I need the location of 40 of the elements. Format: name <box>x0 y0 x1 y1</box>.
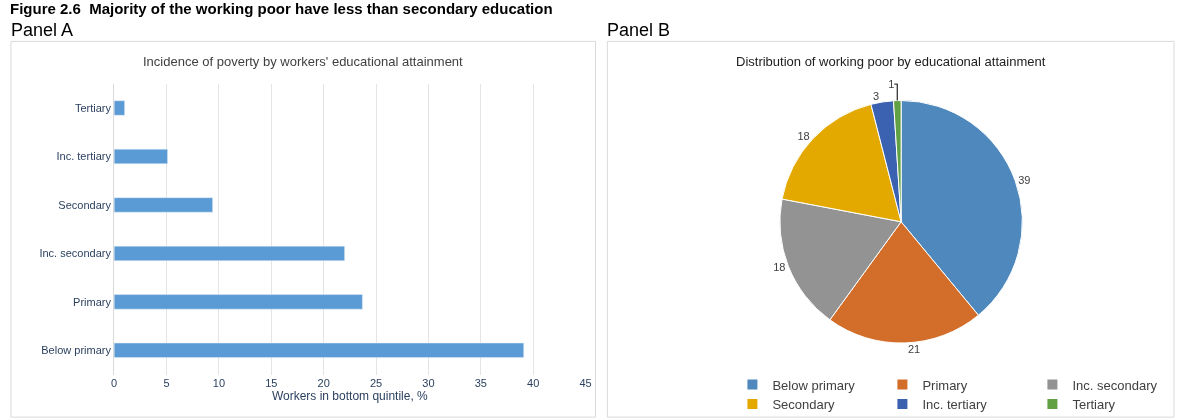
y-tick-label: Below primary <box>41 344 112 357</box>
data-label: 18 <box>797 129 810 142</box>
x-tick-label: 15 <box>265 376 278 389</box>
data-label: 1 <box>888 78 895 91</box>
x-tick-label: 45 <box>579 376 592 389</box>
x-tick-label: 35 <box>474 376 487 389</box>
data-label: 3 <box>873 90 880 103</box>
y-tick-label: Inc. secondary <box>39 247 112 260</box>
data-label: 21 <box>907 342 921 355</box>
chart-title: Incidence of poverty by workers' educational attainment <box>143 54 464 69</box>
x-tick-label: 40 <box>527 376 540 389</box>
data-label: 18 <box>773 261 786 274</box>
x-tick-label: 5 <box>163 376 170 389</box>
x-tick-label: 0 <box>111 376 118 389</box>
x-tick-label: 25 <box>369 376 383 389</box>
bar <box>114 294 363 310</box>
x-tick-label: 20 <box>317 376 330 389</box>
x-axis-title: Workers in bottom quintile, % <box>271 389 429 404</box>
bar <box>114 100 125 116</box>
legend-label: Secondary <box>772 397 836 413</box>
bar <box>114 342 524 358</box>
y-tick-label: Primary <box>73 295 112 308</box>
y-tick-label: Secondary <box>58 198 112 211</box>
text: Panel B <box>607 20 671 40</box>
legend-label: Inc. secondary <box>1072 377 1158 393</box>
chart-title: Distribution of working poor by educational attainment <box>736 54 1046 69</box>
bar <box>114 197 213 213</box>
text: Panel A <box>11 20 74 40</box>
caption: Figure 2.6 Majority of the working poor have less than secondary education <box>10 0 553 17</box>
y-tick-label: Inc. tertiary <box>56 150 112 163</box>
legend-label: Below primary <box>772 377 856 393</box>
data-label: 39 <box>1018 174 1031 187</box>
y-tick-label: Tertiary <box>74 101 112 114</box>
x-tick-label: 10 <box>212 376 226 389</box>
x-tick-label: 30 <box>422 376 435 389</box>
bar <box>114 245 345 261</box>
legend-label: Inc. tertiary <box>922 397 988 413</box>
legend-label: Tertiary <box>1072 397 1116 413</box>
legend-label: Primary <box>922 377 968 393</box>
bar <box>114 148 168 164</box>
